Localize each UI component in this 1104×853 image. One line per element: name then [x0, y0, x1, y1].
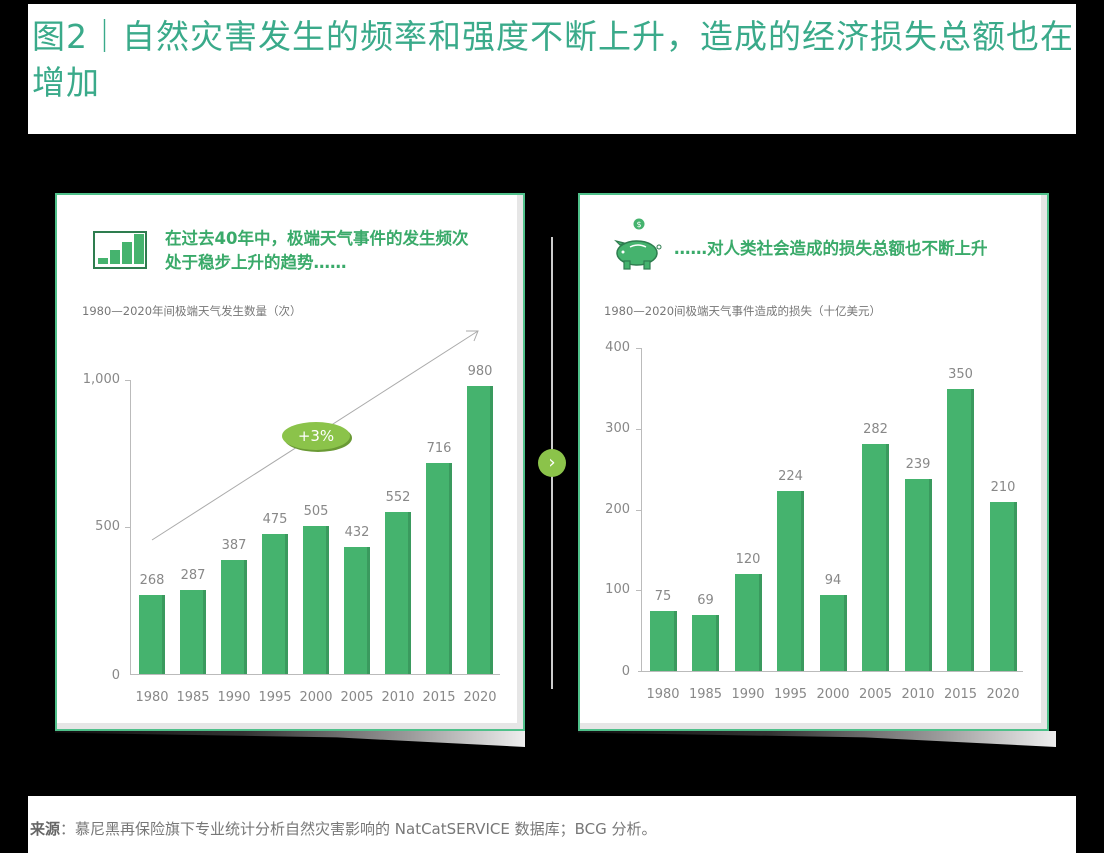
x-tick-label: 1995 — [258, 690, 292, 705]
x-tick-label: 1990 — [217, 690, 251, 705]
bar-value-label: 239 — [905, 456, 931, 472]
y-tick — [636, 590, 642, 591]
bar-value-label: 980 — [467, 363, 493, 379]
growth-badge: +3% — [282, 422, 350, 450]
loss-subtitle: 1980—2020间极端天气事件造成的损失（十亿美元） — [604, 304, 882, 318]
bar — [904, 478, 932, 671]
bar — [180, 589, 206, 674]
bar-chart-icon — [93, 231, 147, 269]
bar-value-label: 552 — [385, 489, 411, 505]
loss-headline: ……对人类社会造成的损失总额也不断上升 — [674, 239, 988, 258]
chevron-right-icon[interactable]: › — [538, 449, 566, 477]
bar — [989, 501, 1017, 671]
y-tick — [636, 429, 642, 430]
y-tick — [125, 527, 131, 528]
bar-value-label: 716 — [426, 441, 452, 457]
bar-value-label: 75 — [654, 588, 672, 604]
x-tick-label: 1985 — [688, 687, 723, 702]
x-tick-label: 2005 — [340, 690, 374, 705]
bar — [777, 490, 804, 671]
x-axis — [130, 674, 500, 675]
bar — [344, 546, 370, 674]
bar — [862, 443, 889, 671]
panel-shadow-right — [578, 731, 1056, 747]
bar — [819, 595, 847, 671]
bar-value-label: 505 — [303, 503, 329, 519]
source-text: ：慕尼黑再保险旗下专业统计分析自然灾害影响的 NatCatSERVICE 数据库… — [60, 820, 657, 838]
bar — [426, 463, 452, 674]
bar — [649, 610, 677, 671]
source-note: 来源：慕尼黑再保险旗下专业统计分析自然灾害影响的 NatCatSERVICE 数… — [30, 818, 657, 839]
bar-value-label: 432 — [344, 524, 370, 540]
svg-text:$: $ — [636, 220, 641, 229]
x-tick-label: 2020 — [463, 690, 497, 705]
headline-line-1: 在过去40年中，极端天气事件的发生频次 — [165, 229, 469, 248]
y-tick — [636, 348, 642, 349]
x-tick-label: 1985 — [176, 690, 210, 705]
y-tick — [636, 510, 642, 511]
x-tick-label: 2000 — [299, 690, 333, 705]
y-tick-label: 100 — [605, 582, 630, 597]
y-tick-label: 500 — [95, 519, 120, 534]
x-tick-label: 2005 — [858, 687, 893, 702]
frequency-panel: 在过去40年中，极端天气事件的发生频次 处于稳步上升的趋势…… 1980—202… — [55, 193, 525, 731]
y-tick-label: 300 — [605, 421, 630, 436]
x-tick-label: 2015 — [943, 687, 978, 702]
panel-shadow-left — [55, 731, 525, 747]
bar — [467, 385, 493, 674]
x-tick-label: 2020 — [986, 687, 1020, 702]
bar-value-label: 268 — [139, 573, 165, 589]
title-box: 图2｜自然灾害发生的频率和强度不断上升，造成的经济损失总额也在增加 — [28, 4, 1076, 134]
source-label: 来源 — [30, 820, 61, 838]
y-tick-label: 0 — [111, 668, 120, 683]
frequency-headline: 在过去40年中，极端天气事件的发生频次 处于稳步上升的趋势…… — [165, 227, 468, 275]
x-tick-label: 1990 — [731, 687, 765, 702]
x-tick-label: 1980 — [646, 687, 680, 702]
bar — [303, 525, 329, 674]
bar — [385, 511, 411, 674]
y-tick-label: 1,000 — [82, 372, 120, 387]
bar — [139, 595, 165, 674]
source-box: 来源：慕尼黑再保险旗下专业统计分析自然灾害影响的 NatCatSERVICE 数… — [28, 796, 1076, 853]
bar-value-label: 120 — [735, 552, 761, 568]
x-tick-label: 1995 — [773, 687, 808, 702]
bar — [262, 534, 288, 674]
bar-value-label: 387 — [221, 538, 247, 554]
bar-value-label: 94 — [824, 573, 842, 589]
bar-value-label: 350 — [948, 367, 973, 383]
bar-value-label: 69 — [697, 593, 714, 609]
x-tick-label: 2015 — [422, 690, 456, 705]
y-tick-label: 0 — [621, 664, 630, 679]
frequency-subtitle: 1980—2020年间极端天气发生数量（次） — [82, 304, 302, 318]
y-tick — [125, 380, 131, 381]
x-axis — [638, 671, 1023, 672]
piggy-bank-icon: $ — [614, 218, 662, 270]
bar-value-label: 282 — [863, 421, 888, 437]
bar-value-label: 475 — [262, 512, 288, 528]
x-tick-label: 1980 — [135, 690, 169, 705]
y-tick-label: 200 — [605, 502, 630, 517]
x-tick-label: 2010 — [381, 690, 415, 705]
bar-value-label: 287 — [180, 567, 206, 583]
y-tick-label: 400 — [605, 340, 630, 355]
bar-value-label: 210 — [990, 479, 1016, 495]
page-title: 图2｜自然灾害发生的频率和强度不断上升，造成的经济损失总额也在增加 — [32, 17, 1074, 102]
bar — [692, 615, 719, 671]
bar-value-label: 224 — [778, 468, 803, 484]
headline-line-2: 处于稳步上升的趋势…… — [165, 253, 347, 272]
x-tick-label: 2010 — [901, 687, 935, 702]
x-tick-label: 2000 — [816, 687, 850, 702]
bar — [734, 574, 762, 671]
bar — [221, 560, 247, 674]
bar — [947, 389, 974, 671]
